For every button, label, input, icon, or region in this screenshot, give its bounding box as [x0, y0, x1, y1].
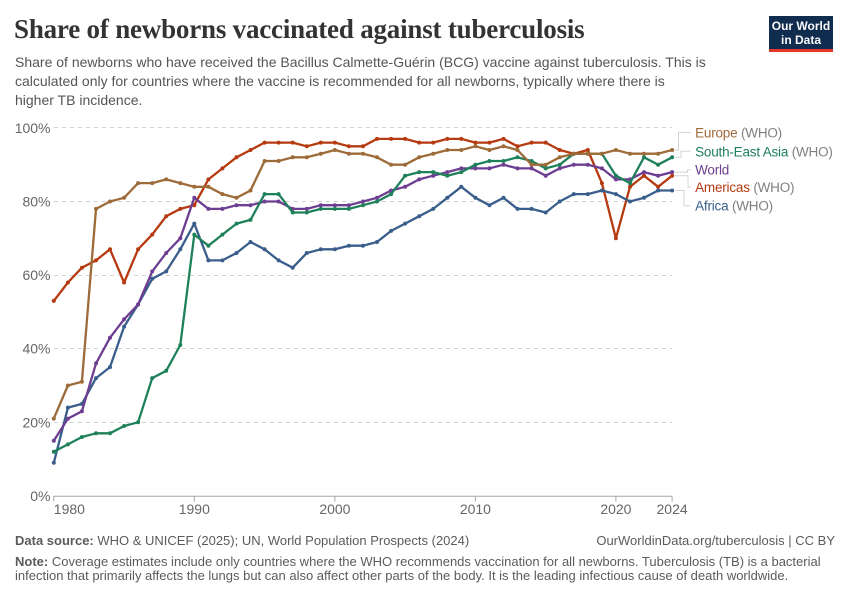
- svg-text:2000: 2000: [319, 501, 350, 517]
- svg-text:80%: 80%: [22, 194, 50, 210]
- svg-text:40%: 40%: [22, 341, 50, 357]
- svg-text:2020: 2020: [600, 501, 631, 517]
- svg-text:20%: 20%: [22, 414, 50, 430]
- svg-text:2024: 2024: [657, 501, 688, 517]
- svg-text:Americas (WHO): Americas (WHO): [695, 180, 794, 195]
- svg-text:0%: 0%: [30, 488, 50, 504]
- svg-text:South-East Asia (WHO): South-East Asia (WHO): [695, 144, 833, 159]
- svg-text:World: World: [695, 163, 729, 178]
- svg-text:Europe (WHO): Europe (WHO): [695, 125, 782, 140]
- svg-text:Africa (WHO): Africa (WHO): [695, 199, 773, 214]
- svg-text:1990: 1990: [179, 501, 210, 517]
- svg-text:60%: 60%: [22, 267, 50, 283]
- svg-text:2010: 2010: [460, 501, 491, 517]
- svg-text:1980: 1980: [54, 501, 85, 517]
- svg-text:100%: 100%: [15, 120, 51, 136]
